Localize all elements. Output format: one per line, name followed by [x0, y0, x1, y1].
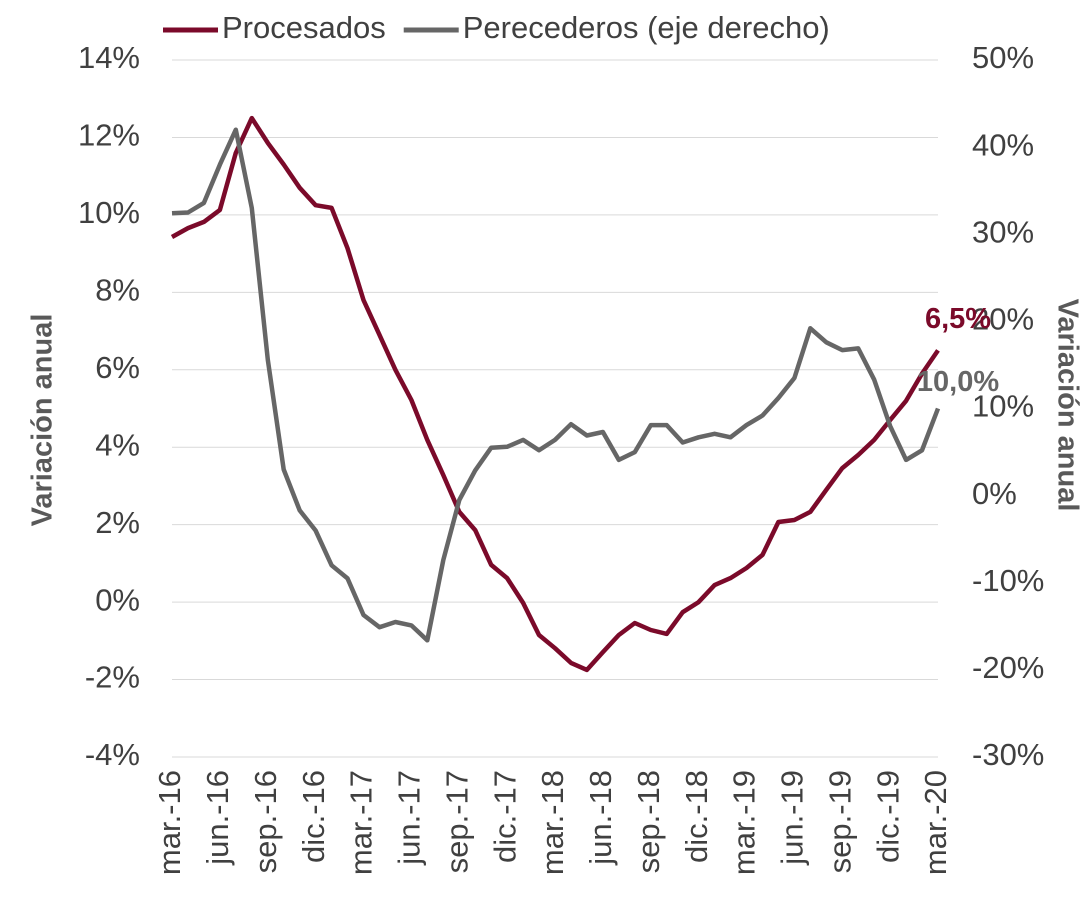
y-tick-label: 0%: [95, 582, 140, 617]
y2-tick-label: -10%: [972, 563, 1044, 598]
y-tick-label: 14%: [78, 40, 140, 75]
x-tick-label: sep.-18: [631, 770, 666, 873]
x-tick-label: jun.-18: [583, 770, 618, 866]
y2-tick-label: -30%: [972, 737, 1044, 772]
x-tick-label: jun.-17: [392, 770, 427, 866]
y-tick-label: 4%: [95, 427, 140, 462]
series-line: [170, 115, 940, 673]
y2-tick-label: 20%: [972, 302, 1034, 337]
data-label: 6,5%: [925, 303, 991, 335]
x-tick-label: jun.-19: [775, 770, 810, 866]
y-tick-label: 8%: [95, 273, 140, 308]
x-tick-label: dic.-18: [679, 770, 714, 863]
y2-axis-title: Variación anual: [1051, 299, 1083, 512]
x-tick-label: mar.-18: [535, 770, 570, 875]
x-tick-label: sep.-17: [439, 770, 474, 873]
y2-tick-label: 40%: [972, 127, 1034, 162]
y-tick-label: 12%: [78, 118, 140, 153]
data-label: 10,0%: [917, 366, 999, 398]
legend-label: Procesados: [222, 10, 386, 45]
y-tick-label: -2%: [85, 660, 140, 695]
legend-label: Perecederos (eje derecho): [463, 10, 830, 45]
x-tick-label: mar.-16: [152, 770, 187, 875]
x-tick-label: mar.-17: [344, 770, 379, 875]
x-tick-label: mar.-20: [918, 770, 953, 875]
y-tick-label: -4%: [85, 737, 140, 772]
x-tick-label: dic.-19: [870, 770, 905, 863]
y-tick-label: 6%: [95, 350, 140, 385]
y2-tick-label: 10%: [972, 389, 1034, 424]
x-tick-label: sep.-16: [248, 770, 283, 873]
y-tick-label: 10%: [78, 195, 140, 230]
y2-tick-label: -20%: [972, 650, 1044, 685]
x-tick-label: mar.-19: [727, 770, 762, 875]
x-tick-label: sep.-19: [822, 770, 857, 873]
x-tick-label: dic.-16: [296, 770, 331, 863]
x-tick-label: dic.-17: [487, 770, 522, 863]
series-line: [171, 127, 941, 643]
y2-tick-label: 50%: [972, 40, 1034, 75]
y-tick-label: 2%: [95, 505, 140, 540]
y-axis-title: Variación anual: [27, 314, 59, 527]
y2-tick-label: 30%: [972, 214, 1034, 249]
y2-tick-label: 0%: [972, 476, 1017, 511]
x-tick-label: jun.-16: [200, 770, 235, 866]
